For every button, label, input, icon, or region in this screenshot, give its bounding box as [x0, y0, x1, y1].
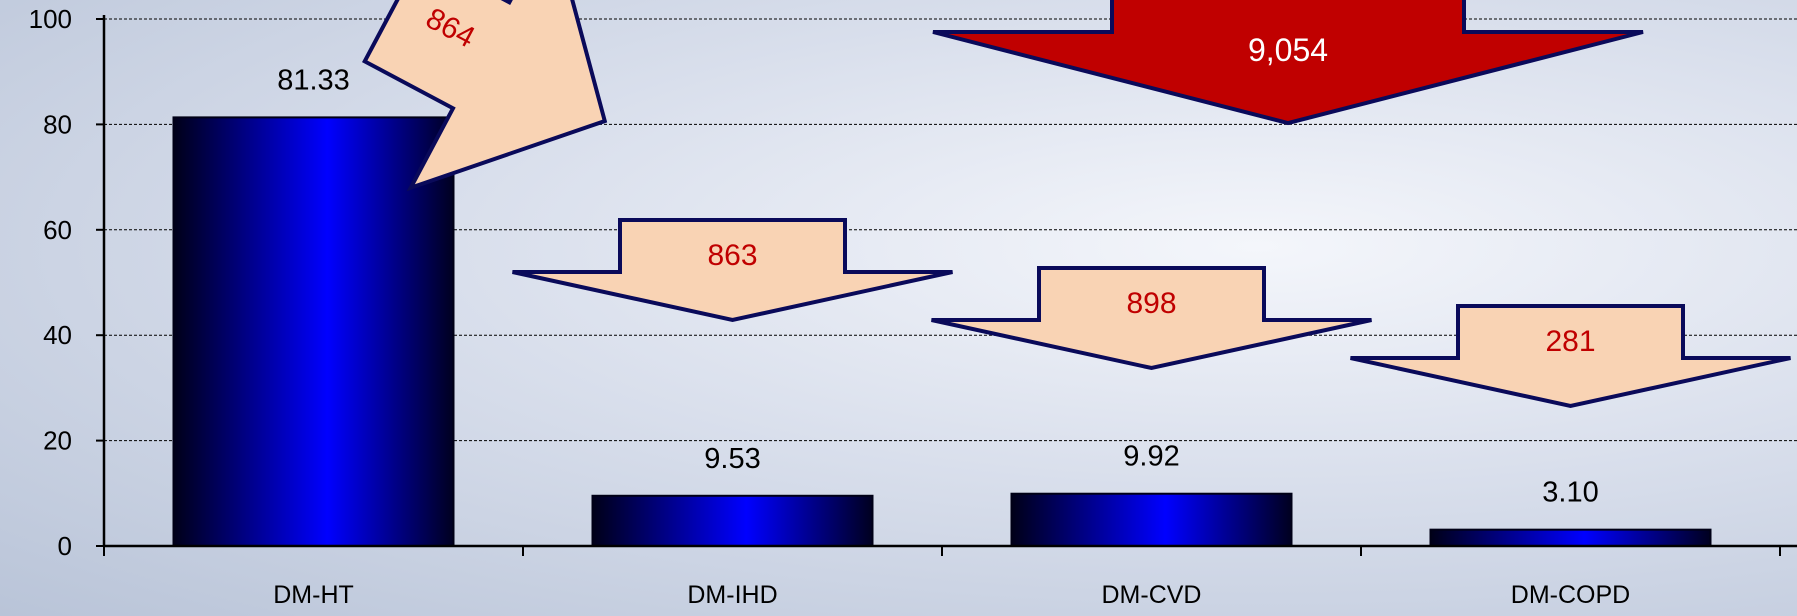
x-tick-label: DM-IHD — [687, 581, 777, 609]
arrow-callout-label: 281 — [1545, 325, 1595, 358]
y-tick-label: 20 — [43, 426, 72, 456]
arrow-callout — [931, 266, 1372, 371]
y-tick-label: 100 — [29, 4, 72, 34]
y-tick-label: 40 — [43, 320, 72, 350]
bars: 81.33 9.53 9.92 3.10 — [172, 64, 1712, 548]
total-arrow-label: 9,054 — [1248, 32, 1328, 68]
data-label: 9.92 — [1123, 441, 1179, 473]
bar — [1010, 492, 1293, 547]
bar — [172, 116, 455, 547]
bar — [1429, 528, 1712, 548]
arrow-callout-label: 863 — [707, 239, 757, 272]
x-tick-label: DM-COPD — [1511, 581, 1630, 609]
arrow-callout — [1350, 304, 1791, 409]
arrow-callout-tilted: 864 — [362, 0, 608, 192]
axes: 0 20 40 60 80 100 DM-HT DM-IHD DM-CVD DM-COPD — [29, 4, 1797, 609]
arrow-callout — [512, 218, 953, 323]
data-label: 9.53 — [704, 443, 760, 475]
arrow-callout-label: 898 — [1126, 287, 1176, 320]
data-label: 81.33 — [277, 64, 350, 96]
data-label: 3.10 — [1542, 477, 1598, 509]
x-tick-label: DM-HT — [273, 581, 354, 609]
bar — [591, 494, 874, 547]
y-tick-label: 0 — [58, 531, 72, 561]
arrow-callout — [362, 0, 608, 192]
annotations: 864 863 898 281 9,054 — [362, 0, 1791, 409]
x-tick-label: DM-CVD — [1102, 581, 1202, 609]
y-tick-label: 80 — [43, 109, 72, 139]
y-tick-label: 60 — [43, 215, 72, 245]
total-arrow — [932, 0, 1644, 126]
